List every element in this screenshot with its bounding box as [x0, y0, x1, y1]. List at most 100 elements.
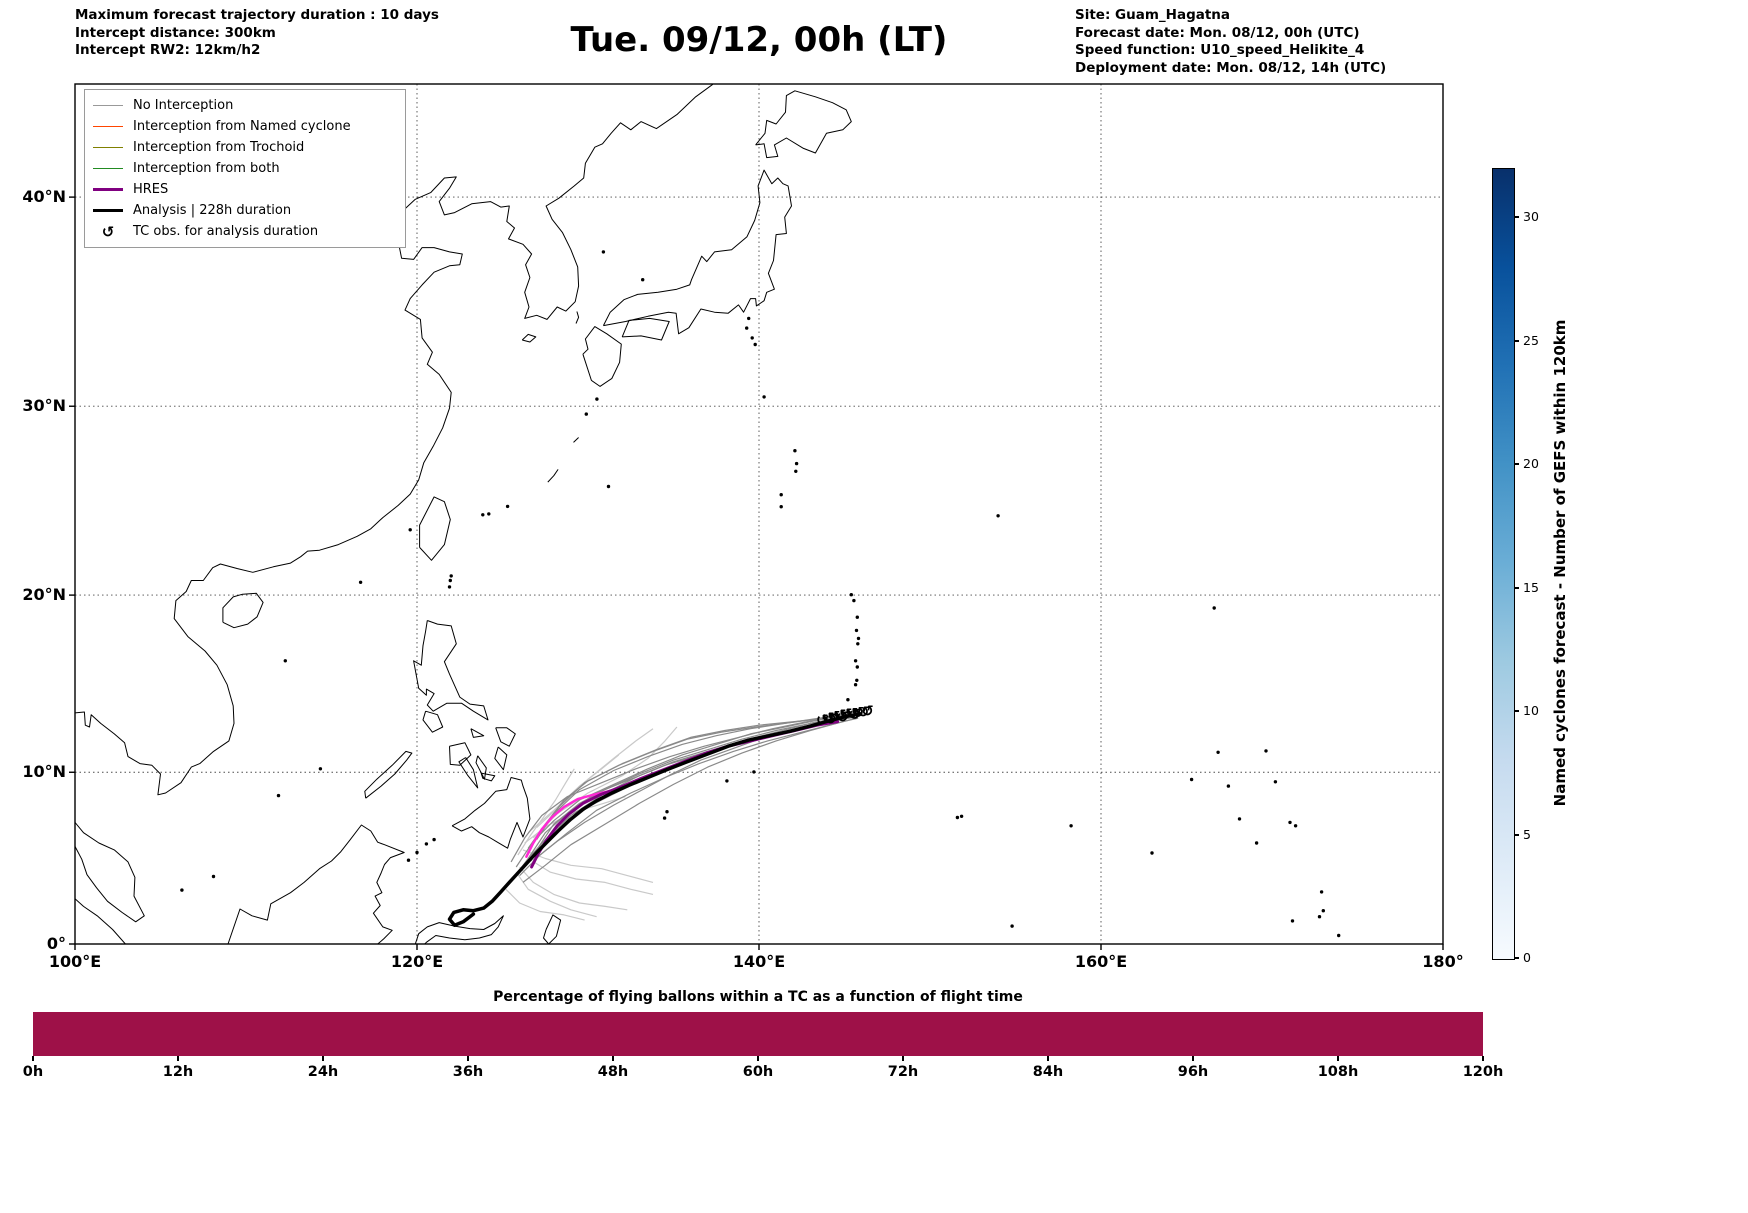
tc-obs-marker: ↺	[837, 708, 850, 726]
colorbar-tick-label: 25	[1523, 332, 1539, 348]
speed-function: Speed function: U10_speed_Helikite_4	[1075, 42, 1365, 58]
island-dot	[481, 513, 485, 517]
colorbar-tick-mark	[1514, 957, 1519, 959]
island-dot	[747, 316, 751, 321]
tc-obs-marker: ↺	[852, 704, 865, 722]
legend-item-hres: HRES	[93, 179, 397, 200]
coastline	[413, 620, 489, 721]
legend-label: TC obs. for analysis duration	[133, 224, 319, 239]
coastline	[75, 84, 714, 796]
map-layers: ↺↺↺↺↺↺↺↺↺↺ ↺ ↺	[75, 84, 1443, 944]
flight-time-tick-mark	[467, 1056, 469, 1061]
colorbar-tick-mark	[1514, 833, 1519, 836]
island-dot	[750, 336, 754, 340]
island-dot	[606, 484, 611, 489]
flight-time-tick-mark	[902, 1056, 904, 1061]
x-tick-label: 120°E	[390, 952, 444, 971]
legend-label: Interception from both	[133, 161, 280, 176]
flight-time-tick-label: 0h	[22, 1064, 44, 1080]
island-dot	[406, 858, 411, 862]
coastline	[494, 746, 508, 771]
island-dot	[1237, 817, 1242, 821]
island-dot	[448, 578, 452, 583]
coastline	[475, 755, 487, 780]
colorbar-tick-mark	[1514, 710, 1519, 713]
y-tick-label: 10°N	[22, 762, 66, 782]
island-dot	[1212, 606, 1216, 610]
island-dot	[211, 874, 216, 879]
trajectory-no-interception	[536, 717, 842, 851]
trajectory-no-interception-faint	[519, 866, 628, 911]
island-dot	[852, 598, 856, 603]
tc-obs-marker: ↺	[840, 705, 853, 723]
island-dot	[779, 505, 783, 509]
colorbar-tick-label: 30	[1523, 209, 1539, 225]
island-dot	[447, 585, 452, 589]
colorbar-tick-mark	[1514, 339, 1519, 342]
flight-time-tick-label: 12h	[162, 1064, 194, 1080]
param-intercept-distance: Intercept distance: 300km	[75, 24, 276, 41]
flight-time-tick-label: 36h	[452, 1064, 484, 1080]
tc-obs-marker: ↺	[861, 702, 874, 720]
param-intercept-rw2: Intercept RW2: 12km/h2	[75, 42, 261, 58]
flight-time-tick-label: 120h	[1462, 1064, 1504, 1080]
legend-label: Analysis | 228h duration	[133, 203, 292, 218]
island-dot	[487, 512, 491, 516]
colorbar-tick-mark	[1514, 586, 1519, 589]
coastline	[364, 750, 413, 799]
island-dot	[665, 810, 669, 814]
coastline	[458, 757, 479, 789]
coastline	[602, 169, 792, 335]
island-dot	[856, 636, 861, 641]
island-dot	[424, 842, 429, 846]
flight-time-tick-mark	[612, 1056, 614, 1061]
island-dot	[853, 659, 858, 663]
island-dot	[1216, 750, 1220, 754]
island-dot	[408, 528, 412, 532]
flight-time-tick-label: 72h	[887, 1064, 919, 1080]
island-dot	[853, 683, 858, 687]
coastline	[419, 496, 451, 561]
island-dot	[584, 412, 588, 416]
flight-time-tick-label: 60h	[742, 1064, 774, 1080]
tc-obs-marker: ↺	[822, 709, 835, 727]
island-dot	[752, 770, 756, 774]
flight-time-tick-label: 84h	[1032, 1064, 1064, 1080]
island-dot	[762, 395, 766, 399]
flight-time-tick-label: 48h	[597, 1064, 629, 1080]
coastline	[521, 333, 537, 343]
flight-time-tick-mark	[1482, 1056, 1484, 1061]
tc-obs-marker: ↺	[828, 707, 841, 725]
island-dot	[432, 837, 436, 842]
site-name: Site: Guam_Hagatna	[1075, 7, 1231, 23]
colorbar-tick-mark	[1514, 216, 1519, 219]
coastline	[573, 437, 579, 443]
island-dot	[955, 815, 960, 820]
legend-line-sample	[93, 167, 123, 170]
coastline	[75, 822, 145, 923]
legend-label: Interception from Trochoid	[133, 140, 305, 155]
coastline	[495, 727, 516, 747]
flight-time-tick-mark	[32, 1056, 34, 1061]
flight-time-tick-mark	[322, 1056, 324, 1061]
island-dot	[753, 342, 757, 347]
forecast-date: Forecast date: Mon. 08/12, 00h (UTC)	[1075, 24, 1360, 41]
site-info: Site: Guam_Hagatna Forecast date: Mon. 0…	[1075, 7, 1386, 77]
island-dot	[794, 469, 798, 473]
tc-obs-marker: ↺	[846, 704, 859, 722]
coastline	[451, 777, 531, 849]
island-dot	[725, 779, 729, 783]
island-dot	[1321, 909, 1326, 913]
island-dot	[1293, 824, 1298, 828]
legend-line-sample	[93, 125, 123, 128]
coastline	[470, 728, 485, 738]
trajectory-no-interception	[522, 717, 859, 883]
island-dot	[283, 659, 287, 663]
island-dot	[318, 767, 323, 771]
island-dot	[855, 665, 859, 669]
x-tick-label: 160°E	[1074, 952, 1128, 971]
legend-line-sample	[93, 188, 123, 191]
coastline	[227, 824, 405, 944]
